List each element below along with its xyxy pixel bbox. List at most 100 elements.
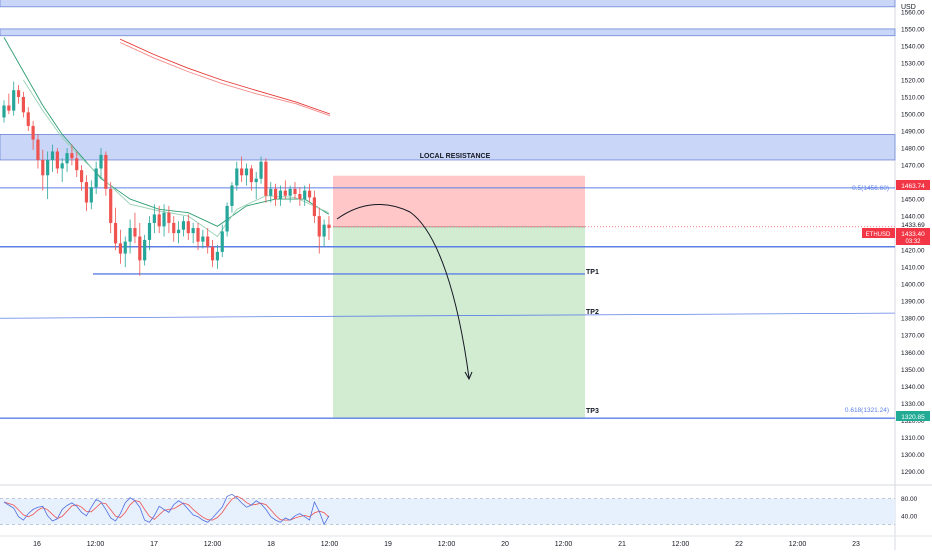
fib-05-label: 0.5(1456.60) [852,185,889,192]
price-tick-label: 1400.00 [901,282,925,289]
tp2-line[interactable] [0,312,896,319]
svg-text:03:32: 03:32 [905,239,921,245]
price-tick-label: 1490.00 [901,129,925,136]
fib-0618-label: 0.618(1321.24) [845,407,889,414]
candle-body [240,168,244,176]
tp1-label: TP1 [586,269,599,276]
candle-body [172,222,176,234]
time-tick-label: 12:00 [204,541,222,548]
price-tick-label: 1550.00 [901,26,925,33]
time-tick-label: 22 [735,541,743,548]
time-tick-label: 21 [618,541,626,548]
candle-body [249,168,253,183]
svg-text:ETHUSD: ETHUSD [866,232,891,238]
candle-body [7,105,11,111]
price-tick-label: 1360.00 [901,350,925,357]
candle-body [225,205,229,232]
price-tick-label: 1290.00 [901,469,925,476]
risk-area[interactable] [333,175,585,227]
projection-arrowhead [464,371,473,381]
time-tick-label: 23 [852,541,860,548]
candle-body [80,170,84,183]
zone-rect[interactable] [0,0,896,8]
candle-body [143,239,147,261]
candle-body [94,168,98,188]
price-tick-label: 1320.00 [901,418,925,425]
zone-rect[interactable] [0,134,896,161]
candle-body [133,228,137,237]
time-tick-label: 12:00 [87,541,105,548]
upper-price-tag: 1433.69 [896,219,930,229]
candle-body [36,139,40,160]
last-price-tag: 1433.40 03:32 [896,228,930,245]
price-tick-label: 1440.00 [901,214,925,221]
target-price-tag: 1320.85 [896,411,930,421]
candle-body [206,236,210,247]
candle-body [16,90,21,97]
oscillator-pane[interactable]: 80.00 40.00 [0,493,918,526]
svg-text:1463.74: 1463.74 [901,183,925,190]
reward-area[interactable] [333,226,585,419]
symbol-tag: ETHUSD [862,228,895,238]
time-tick-label: 12:00 [321,541,339,548]
price-tick-label: 1520.00 [901,77,925,84]
price-tick-label: 1560.00 [901,9,925,16]
candle-body [215,251,219,261]
oscillator-tick-label: 40.00 [901,513,918,520]
price-tick-label: 1380.00 [901,316,925,323]
price-tick-label: 1340.00 [901,384,925,391]
candle-body [230,185,234,206]
time-tick-label: 20 [501,541,509,548]
price-tick-label: 1510.00 [901,95,925,102]
levels-layer [0,187,896,419]
time-tick-label: 19 [384,541,392,548]
price-tick-label: 1420.00 [901,248,925,255]
candle-body [152,214,156,223]
candle-body [31,125,35,140]
price-tick-label: 1300.00 [901,452,925,459]
time-tick-label: 12:00 [672,541,690,548]
candle-body [26,112,30,126]
price-axis[interactable] [895,0,932,550]
candle-body [298,194,302,200]
price-tick-label: 1470.00 [901,163,925,170]
oscillator-line [3,493,330,526]
candle-body [274,188,278,200]
candle-body [196,228,200,242]
candle-body [322,224,326,237]
price-tick-label: 1480.00 [901,146,925,153]
time-tick-label: 18 [267,541,275,548]
candle-body [278,190,283,200]
candle-body [293,188,297,194]
price-tick-label: 1500.00 [901,112,925,119]
local-resistance-label: LOCAL RESISTANCE [420,153,491,160]
candle-body [162,212,166,227]
candle-body [109,188,113,223]
currency-label: USD [901,4,916,11]
candle-body [244,168,249,176]
candle-body [118,243,122,254]
price-tick-label: 1530.00 [901,60,925,67]
candle-body [327,224,331,229]
oscillator-tick-label: 80.00 [901,496,918,503]
candle-body [123,241,127,254]
price-tick-label: 1540.00 [901,43,925,50]
candle-body [147,222,152,240]
tp2-label: TP2 [586,309,599,316]
svg-text:1433.40: 1433.40 [901,231,925,238]
price-tick-label: 1450.00 [901,197,925,204]
candle-body [288,188,292,196]
candle-body [113,222,118,244]
candle-body [254,178,258,183]
candle-body [84,182,89,203]
candle-body [264,161,268,196]
candle-body [60,163,64,169]
zone-rect[interactable] [0,28,896,37]
candle-body [104,154,108,189]
time-tick-label: 17 [150,541,158,548]
candle-body [46,159,50,176]
short-position-tool[interactable] [330,175,895,419]
projection-arrow[interactable] [336,204,470,379]
candle-body [201,236,205,242]
